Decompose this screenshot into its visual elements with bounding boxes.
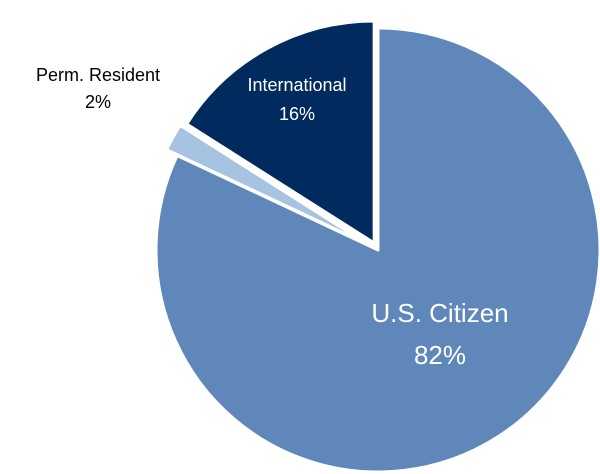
slice-labels: U.S. Citizen 82% Perm. Resident 2% Inter… <box>36 65 509 370</box>
slice-value-us-citizen: 82% <box>414 340 466 370</box>
slice-label-perm-resident: Perm. Resident <box>36 65 160 85</box>
slice-perm-resident <box>165 123 369 246</box>
slice-value-international: 16% <box>279 104 315 124</box>
pie-slices <box>154 19 600 474</box>
slice-international <box>185 19 376 245</box>
slice-value-perm-resident: 2% <box>85 92 111 112</box>
slice-label-international: International <box>247 75 346 95</box>
slice-us-citizen <box>154 26 600 474</box>
slice-label-us-citizen: U.S. Citizen <box>371 298 508 328</box>
